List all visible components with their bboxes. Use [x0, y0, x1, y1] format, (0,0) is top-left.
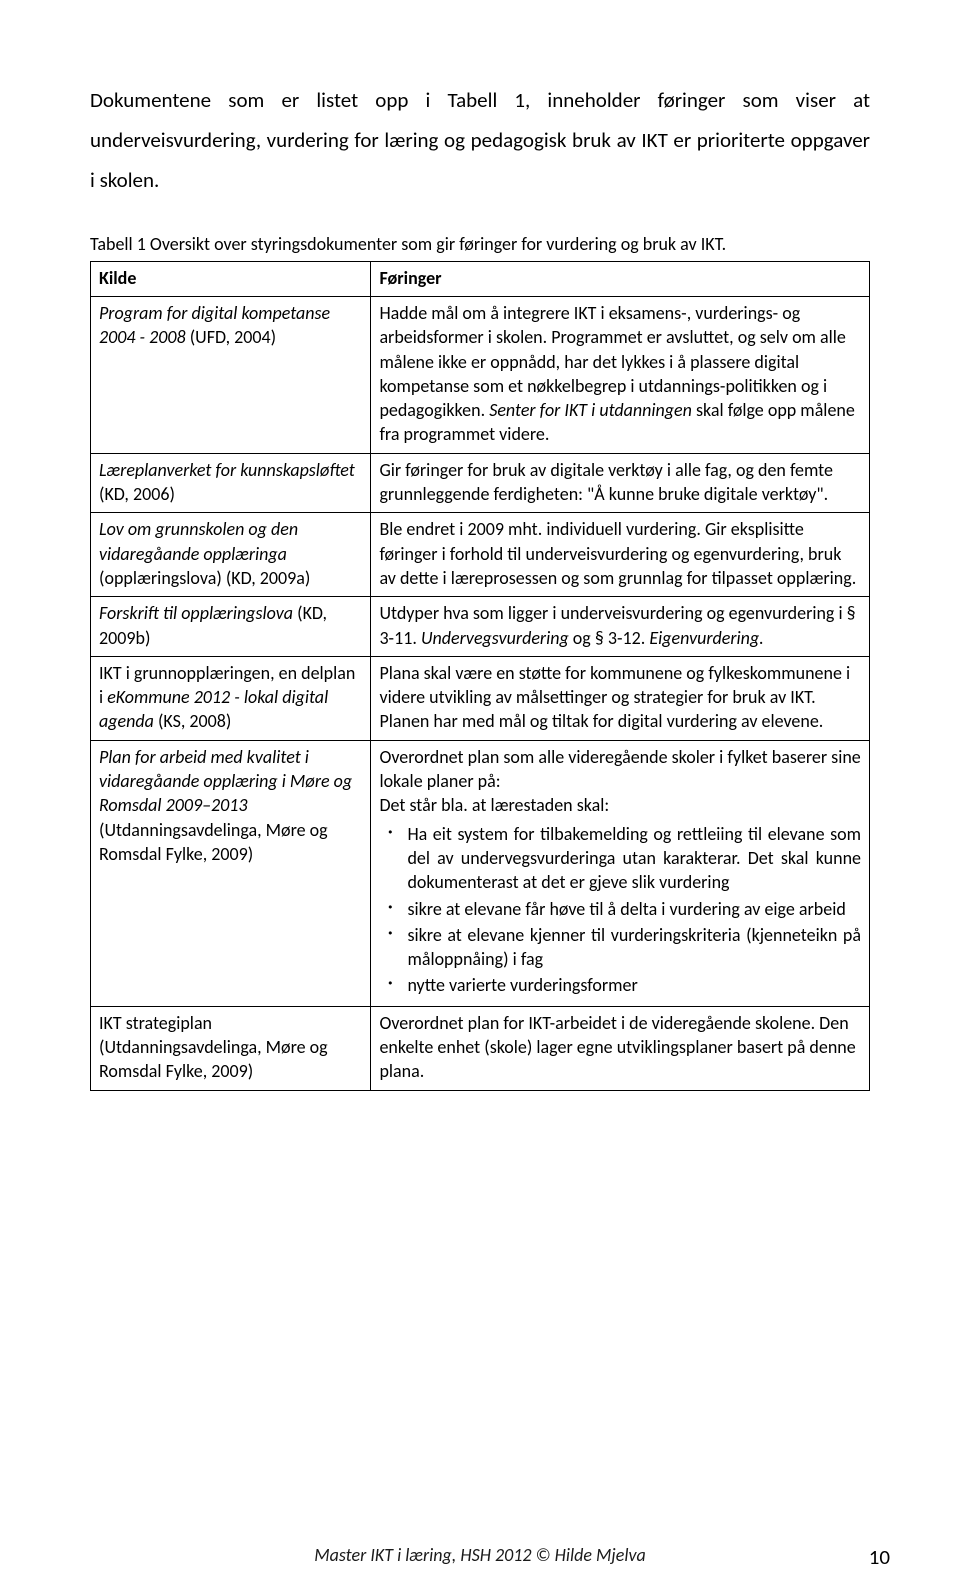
- intro-paragraph: Dokumentene som er listet opp i Tabell 1…: [90, 81, 870, 201]
- foringer-cell: Ble endret i 2009 mht. individuell vurde…: [371, 513, 870, 597]
- table-row: IKT strategiplan (Utdanningsavdelinga, M…: [91, 1006, 870, 1090]
- kilde-cell: Lov om grunnskolen og den vidaregåande o…: [91, 513, 371, 597]
- foringer-cell: Gir føringer for bruk av digitale verktø…: [371, 453, 870, 513]
- table-row: IKT i grunnopplæringen, en delplan i eKo…: [91, 656, 870, 740]
- kilde-cell: Læreplanverket for kunnskapsløftet (KD, …: [91, 453, 371, 513]
- kilde-cell: Forskrift til opplæringslova (KD, 2009b): [91, 597, 371, 657]
- list-item: Ha eit system for tilbakemelding og rett…: [379, 822, 861, 895]
- kilde-cell: IKT i grunnopplæringen, en delplan i eKo…: [91, 656, 371, 740]
- table-row: Plan for arbeid med kvalitet i vidaregåa…: [91, 740, 870, 1006]
- kilde-cell: Plan for arbeid med kvalitet i vidaregåa…: [91, 740, 371, 1006]
- table-row: Lov om grunnskolen og den vidaregåande o…: [91, 513, 870, 597]
- foringer-cell: Hadde mål om å integrere IKT i eksamens-…: [371, 296, 870, 453]
- table-row: Læreplanverket for kunnskapsløftet (KD, …: [91, 453, 870, 513]
- table-row: Forskrift til opplæringslova (KD, 2009b)…: [91, 597, 870, 657]
- foringer-cell: Overordnet plan for IKT-arbeidet i de vi…: [371, 1006, 870, 1090]
- bullet-list: Ha eit system for tilbakemelding og rett…: [379, 822, 861, 998]
- footer-text: Master IKT i læring, HSH 2012 © Hilde Mj…: [90, 1544, 870, 1566]
- table-caption: Tabell 1 Oversikt over styringsdokumente…: [90, 233, 870, 255]
- kilde-cell: Program for digital kompetanse 2004 - 20…: [91, 296, 371, 453]
- list-item: nytte varierte vurderingsformer: [379, 973, 861, 997]
- foringer-cell: Overordnet plan som alle videregående sk…: [371, 740, 870, 1006]
- kilde-cell: IKT strategiplan (Utdanningsavdelinga, M…: [91, 1006, 371, 1090]
- list-item: sikre at elevane kjenner til vurderingsk…: [379, 923, 861, 972]
- header-foringer: Føringer: [371, 261, 870, 296]
- foringer-cell: Utdyper hva som ligger i underveisvurder…: [371, 597, 870, 657]
- header-kilde: Kilde: [91, 261, 371, 296]
- foringer-cell: Plana skal være en støtte for kommunene …: [371, 656, 870, 740]
- page-number: 10: [869, 1544, 890, 1570]
- table-row: Program for digital kompetanse 2004 - 20…: [91, 296, 870, 453]
- list-item: sikre at elevane får høve til å delta i …: [379, 897, 861, 921]
- main-table: Kilde Føringer Program for digital kompe…: [90, 261, 870, 1091]
